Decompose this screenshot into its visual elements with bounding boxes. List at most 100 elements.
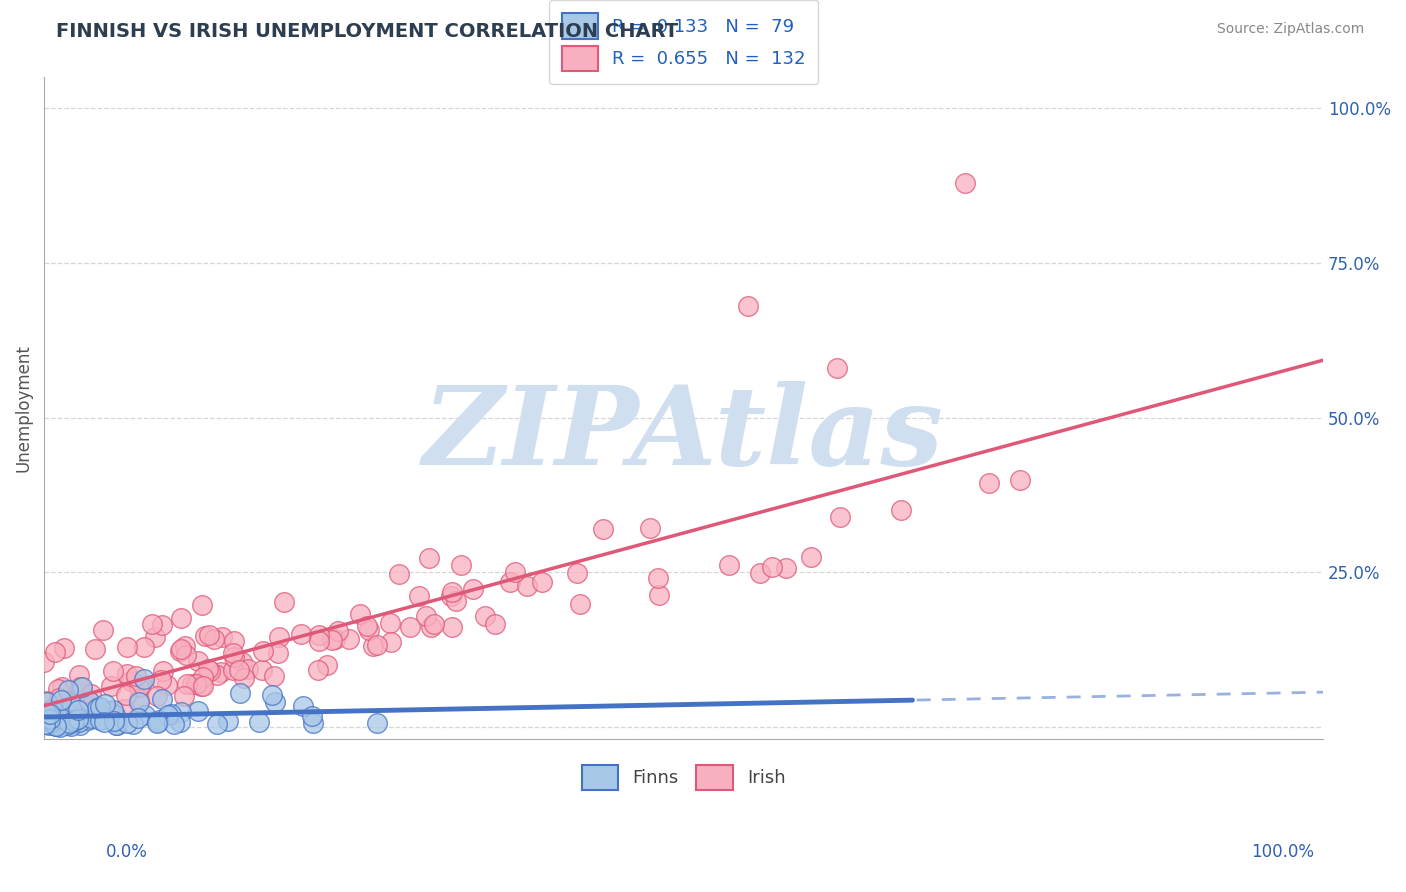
Point [52, 707, 75, 722]
Point [38, 717, 60, 731]
Point [356, 619, 378, 633]
Point [80, 687, 103, 701]
Point [191, 670, 214, 684]
Point [440, 620, 463, 634]
Point [366, 715, 388, 730]
Point [156, 677, 179, 691]
Point [94, 697, 117, 711]
Point [51, 716, 73, 731]
Point [191, 599, 214, 613]
Point [231, 655, 253, 669]
Point [146, 714, 169, 729]
Point [187, 704, 209, 718]
Point [193, 679, 215, 693]
Point [530, 575, 553, 590]
Point [163, 716, 186, 731]
Point [446, 594, 468, 608]
Point [79, 699, 101, 714]
Text: 0.0%: 0.0% [105, 843, 148, 861]
Point [101, 665, 124, 679]
Point [152, 665, 174, 679]
Point [134, 707, 156, 722]
Point [979, 475, 1001, 490]
Point [100, 679, 122, 693]
Point [263, 668, 285, 682]
Point [104, 707, 127, 722]
Point [34, 655, 56, 669]
Point [890, 502, 912, 516]
Point [152, 617, 174, 632]
Point [749, 566, 772, 580]
Point [498, 575, 520, 590]
Legend: Finns, Irish: Finns, Irish [569, 752, 799, 803]
Point [121, 716, 143, 731]
Point [180, 677, 202, 691]
Point [49, 719, 72, 733]
Point [35, 694, 58, 708]
Point [41, 701, 63, 715]
Point [592, 522, 614, 536]
Point [42, 711, 65, 725]
Point [115, 688, 138, 702]
Point [326, 624, 349, 639]
Point [205, 716, 228, 731]
Point [202, 632, 225, 646]
Point [80, 711, 103, 725]
Point [648, 588, 671, 602]
Point [302, 715, 325, 730]
Point [128, 692, 150, 706]
Point [34, 716, 56, 731]
Point [474, 608, 496, 623]
Point [93, 715, 115, 730]
Point [146, 689, 169, 703]
Point [408, 589, 430, 603]
Point [117, 716, 139, 731]
Point [104, 718, 127, 732]
Text: ZIPAtlas: ZIPAtlas [423, 381, 943, 489]
Point [173, 639, 195, 653]
Point [91, 623, 114, 637]
Point [197, 662, 219, 676]
Point [150, 692, 173, 706]
Point [56, 718, 79, 732]
Point [58, 683, 80, 698]
Point [187, 676, 209, 690]
Point [103, 714, 125, 729]
Text: Source: ZipAtlas.com: Source: ZipAtlas.com [1216, 22, 1364, 37]
Point [67, 715, 90, 730]
Point [316, 657, 339, 672]
Point [737, 299, 759, 313]
Point [198, 627, 221, 641]
Point [308, 628, 330, 642]
Point [94, 704, 117, 718]
Point [58, 694, 80, 708]
Point [115, 640, 138, 655]
Point [222, 634, 245, 648]
Point [37, 716, 59, 731]
Point [42, 714, 65, 728]
Point [349, 607, 371, 621]
Point [211, 630, 233, 644]
Point [228, 663, 250, 677]
Point [67, 667, 90, 681]
Point [198, 664, 221, 678]
Point [205, 668, 228, 682]
Point [252, 643, 274, 657]
Point [717, 558, 740, 572]
Point [190, 679, 212, 693]
Point [516, 579, 538, 593]
Point [761, 560, 783, 574]
Point [264, 695, 287, 709]
Point [46, 715, 69, 730]
Point [440, 585, 463, 599]
Point [70, 680, 93, 694]
Point [194, 629, 217, 643]
Point [124, 669, 146, 683]
Point [49, 711, 72, 725]
Point [423, 617, 446, 632]
Point [308, 633, 330, 648]
Point [145, 630, 167, 644]
Point [638, 521, 661, 535]
Point [77, 694, 100, 708]
Point [48, 691, 70, 706]
